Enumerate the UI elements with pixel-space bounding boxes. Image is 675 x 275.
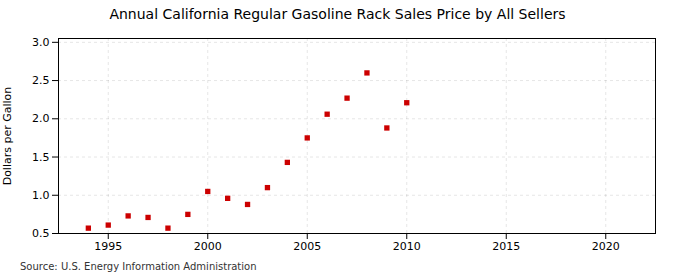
html-text:Annual California Regular Gaso: Annual California Regular Gasoline Rack … <box>109 6 566 22</box>
svg-text:2015: 2015 <box>492 240 520 253</box>
svg-text:Dollars per Gallon: Dollars per Gallon <box>1 87 14 186</box>
svg-text:2020: 2020 <box>592 240 620 253</box>
svg-text:1.5: 1.5 <box>32 151 50 164</box>
svg-text:2005: 2005 <box>293 240 321 253</box>
svg-text:0.5: 0.5 <box>32 227 50 240</box>
html-text:Source: U.S. Energy Informatio: Source: U.S. Energy Information Administ… <box>20 261 257 272</box>
svg-text:1995: 1995 <box>94 240 122 253</box>
svg-text:2.0: 2.0 <box>32 112 50 125</box>
svg-text:2.5: 2.5 <box>32 74 50 87</box>
svg-text:3.0: 3.0 <box>32 36 50 49</box>
svg-text:1.0: 1.0 <box>32 189 50 202</box>
svg-text:2010: 2010 <box>393 240 421 253</box>
svg-text:2000: 2000 <box>194 240 222 253</box>
